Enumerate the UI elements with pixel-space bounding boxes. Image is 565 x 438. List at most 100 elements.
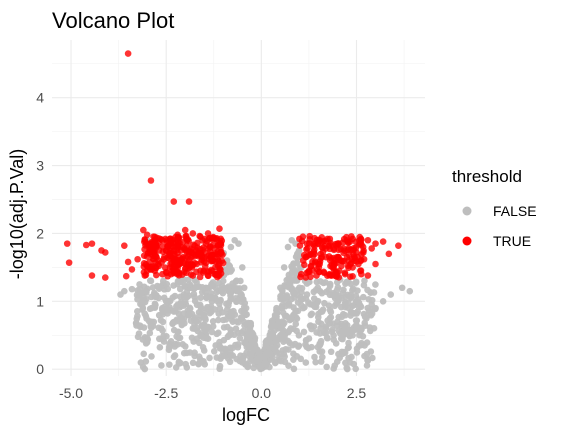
- true-point: [122, 272, 130, 280]
- true-point: [124, 258, 132, 266]
- false-point: [117, 291, 124, 298]
- false-point: [158, 362, 165, 369]
- false-point: [230, 307, 237, 315]
- true-point: [141, 236, 149, 243]
- true-point: [155, 247, 163, 254]
- false-point: [143, 339, 151, 346]
- false-point: [248, 332, 256, 339]
- false-point: [355, 299, 363, 306]
- false-point: [170, 308, 178, 315]
- true-point: [306, 235, 314, 243]
- false-point: [245, 352, 253, 360]
- true-point: [326, 256, 334, 264]
- false-point: [139, 363, 147, 371]
- true-point: [372, 260, 379, 268]
- true-point: [179, 253, 187, 261]
- x-tick-label: 2.5: [347, 385, 367, 401]
- false-point: [212, 284, 219, 292]
- false-point: [330, 365, 337, 372]
- false-point: [216, 365, 223, 373]
- false-point: [352, 292, 360, 300]
- true-point: [173, 236, 181, 244]
- false-point: [151, 291, 159, 298]
- x-tick-label: 0.0: [252, 385, 272, 401]
- true-point: [164, 242, 171, 250]
- false-point: [352, 365, 360, 373]
- true-point: [379, 238, 387, 245]
- true-point: [171, 261, 179, 269]
- false-point: [356, 328, 364, 336]
- true-point: [341, 269, 349, 277]
- false-point: [269, 354, 276, 361]
- false-point: [201, 309, 208, 317]
- false-point: [290, 356, 297, 363]
- false-point: [370, 289, 378, 296]
- false-point: [200, 325, 208, 332]
- true-point: [181, 226, 189, 234]
- false-point: [226, 287, 234, 295]
- false-point: [372, 304, 379, 312]
- legend-label-false: FALSE: [493, 203, 537, 219]
- false-point: [140, 350, 148, 358]
- true-point: [197, 259, 205, 266]
- false-point: [236, 334, 244, 342]
- false-point: [128, 285, 136, 293]
- false-point: [341, 303, 349, 311]
- true-point: [358, 251, 365, 258]
- false-point: [176, 285, 184, 293]
- false-point: [156, 283, 163, 291]
- true-point: [305, 252, 312, 259]
- false-point: [159, 304, 166, 312]
- false-point: [317, 358, 325, 365]
- true-point: [170, 198, 178, 205]
- false-point: [333, 286, 341, 294]
- y-tick-label: 2: [36, 225, 44, 241]
- false-point: [343, 278, 350, 286]
- false-point: [165, 346, 173, 354]
- false-point: [239, 359, 246, 366]
- false-point: [242, 304, 250, 312]
- false-point: [282, 298, 290, 305]
- false-point: [232, 341, 239, 349]
- false-point: [174, 301, 181, 309]
- legend-title: threshold: [452, 167, 522, 186]
- true-point: [332, 259, 340, 267]
- true-point: [142, 271, 150, 279]
- false-point: [285, 327, 293, 335]
- true-point: [63, 240, 71, 247]
- false-point: [182, 360, 189, 368]
- true-point: [176, 260, 184, 267]
- true-point: [121, 242, 128, 249]
- true-point: [182, 247, 190, 254]
- false-point: [352, 278, 360, 286]
- true-point: [296, 242, 304, 249]
- true-point: [101, 274, 109, 281]
- false-point: [293, 291, 301, 298]
- false-point: [303, 291, 311, 298]
- false-point: [335, 327, 342, 335]
- false-point: [214, 316, 222, 324]
- false-point: [175, 360, 183, 367]
- false-point: [193, 318, 200, 325]
- true-point: [344, 246, 352, 254]
- false-point: [334, 318, 341, 325]
- false-point: [323, 363, 330, 371]
- false-point: [317, 278, 324, 285]
- false-point: [317, 340, 324, 347]
- ticks-layer: -5.0 -2.5 0.0 2.5 0 1 2 3 4: [36, 90, 366, 401]
- false-point: [321, 299, 328, 307]
- false-point: [241, 322, 248, 329]
- false-point: [220, 324, 228, 331]
- false-point: [322, 325, 330, 332]
- false-point: [210, 348, 218, 355]
- true-point: [82, 241, 90, 249]
- false-point: [155, 335, 163, 343]
- false-point: [361, 322, 369, 330]
- false-point: [233, 298, 240, 305]
- false-point: [326, 280, 334, 288]
- true-point: [316, 268, 323, 276]
- false-point: [272, 312, 280, 320]
- false-point: [147, 277, 155, 285]
- false-point: [229, 318, 237, 325]
